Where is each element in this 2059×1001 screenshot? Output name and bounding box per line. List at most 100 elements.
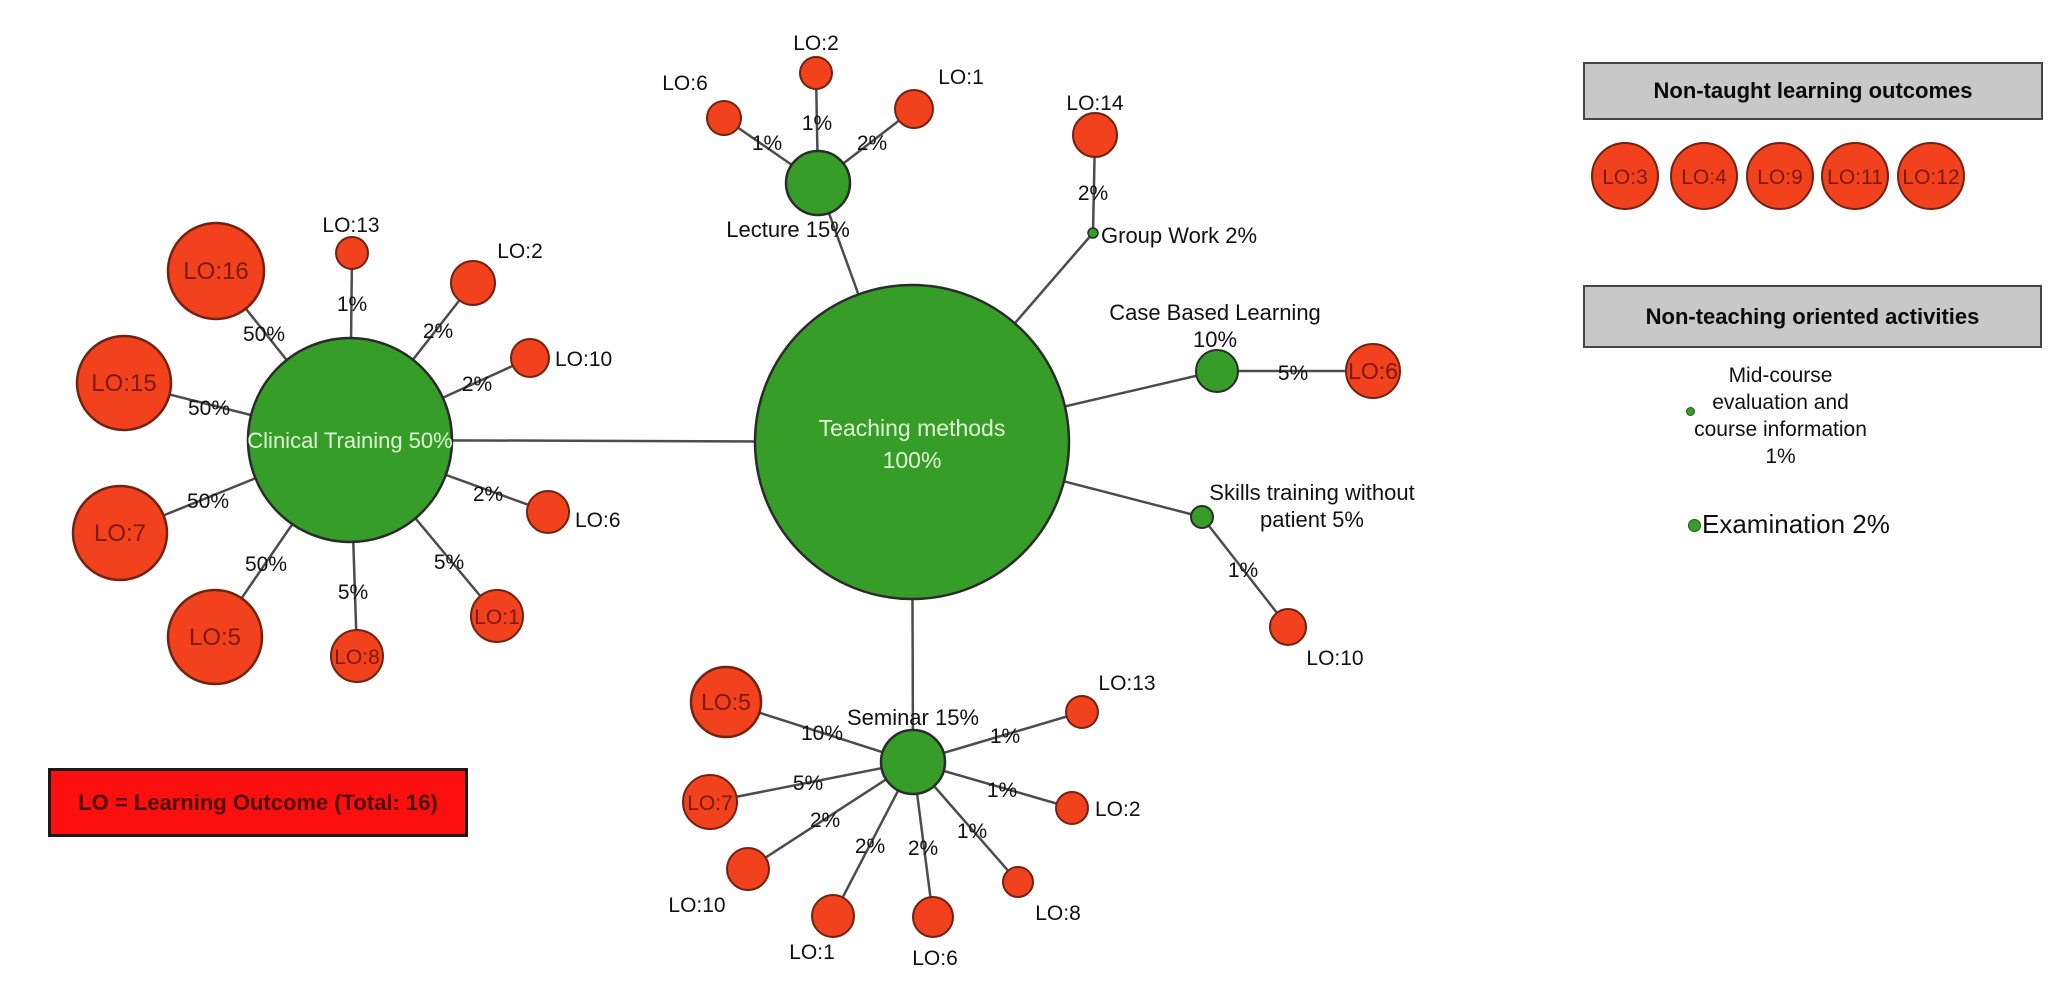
midcourse-line-4: 1% [1765,445,1796,468]
node-clinical-lo16 [166,221,266,321]
edge-label: 1% [990,725,1020,748]
legend-node-text: LO:4 [1681,166,1727,189]
node-seminar-lo6 [912,896,954,938]
legend-node-lo4 [1670,142,1738,210]
edge-label: 5% [434,551,464,574]
edge-label: 50% [188,397,230,420]
edge-label: 2% [908,837,938,860]
legend-node-text: LO:12 [1902,166,1959,189]
label-seminar-lo6: LO:6 [912,947,958,970]
node-seminar-lo1 [811,894,855,938]
midcourse-evaluation-label: Mid-course evaluation and course informa… [1658,362,1903,470]
node-skills-training [1190,505,1214,529]
node-clinical-lo10 [510,338,550,378]
edge-label: 5% [338,581,368,604]
midcourse-line-2: evaluation and [1712,391,1849,414]
edge-label: 2% [423,320,453,343]
node-text-clinical-lo15: LO:15 [91,370,156,397]
legend-non-teaching-box: Non-teaching oriented activities [1583,285,2042,348]
label-skills-line2: patient 5% [1260,507,1364,532]
label-clinical-lo13: LO:13 [322,214,379,237]
node-seminar-lo10 [726,847,770,891]
node-text-clinical-training: Clinical Training 50% [247,428,452,453]
node-clinical-training [246,336,454,544]
label-seminar: Seminar 15% [847,705,979,730]
label-clinical-lo2: LO:2 [497,240,543,263]
edge-label: 2% [855,835,885,858]
examination-label: Examination 2% [1702,509,1890,539]
edge-label: 5% [793,772,823,795]
label-clinical-lo10: LO:10 [555,348,612,371]
edge-label: 2% [857,132,887,155]
node-clinical-lo2 [450,260,496,306]
label-seminar-lo1: LO:1 [789,941,835,964]
edge-label: 5% [1278,362,1308,385]
edge-label: 1% [1228,559,1258,582]
label-cbl-line2: 10% [1193,327,1237,352]
edge-line [1201,516,1289,628]
legend-node-text: LO:11 [1827,166,1883,189]
label-seminar-lo2: LO:2 [1095,798,1141,821]
edge-label: 1% [337,293,367,316]
edge-label: 2% [810,809,840,832]
edge-label: 2% [473,483,503,506]
node-text-seminar-lo7: LO:7 [687,792,733,815]
node-text-clinical-lo16: LO:16 [183,258,248,285]
legend-non-taught-title: Non-taught learning outcomes [1653,78,1973,103]
node-group-work [1087,227,1099,239]
legend-node-text: LO:9 [1757,166,1803,189]
label-lo14: LO:14 [1066,92,1124,115]
edge-label: 1% [987,779,1017,802]
edge-line [709,760,914,804]
label-lecture-lo2: LO:2 [793,32,839,55]
legend-non-taught-box: Non-taught learning outcomes [1583,62,2043,120]
label-cbl-line1: Case Based Learning [1109,300,1321,325]
midcourse-line-3: course information [1694,418,1867,441]
edge-label: 2% [1078,182,1108,205]
lo-note-box: LO = Learning Outcome (Total: 16) [48,768,468,837]
legend-node-lo11 [1821,142,1889,210]
edge-label: 10% [801,722,843,745]
node-seminar-lo5 [689,665,763,739]
node-clinical-lo1 [470,589,524,643]
node-lecture-lo6 [706,100,742,136]
edge-label: 1% [802,112,832,135]
label-seminar-lo10: LO:10 [668,894,725,917]
label-skills-lo10: LO:10 [1306,647,1363,670]
node-seminar-lo13 [1065,695,1099,729]
legend-node-lo9 [1746,142,1814,210]
edge-label: 50% [245,553,287,576]
edge-label: 1% [957,820,987,843]
node-text-teaching-methods: Teaching methods [819,415,1006,441]
node-cbl-lo6 [1345,343,1401,399]
node-text-clinical-lo5: LO:5 [189,624,241,651]
node-case-based-learning [1195,349,1239,393]
node-text-teaching-methods: 100% [883,447,942,473]
legend-node-lo12 [1897,142,1965,210]
node-seminar-lo8 [1002,866,1034,898]
label-group-work: Group Work 2% [1101,223,1257,248]
legend-node-lo3 [1591,142,1659,210]
edge-label: 50% [243,323,285,346]
node-text-seminar-lo5: LO:5 [701,689,751,715]
examination-dot-icon [1688,519,1701,532]
label-lecture-lo1: LO:1 [938,66,984,89]
node-seminar-lo7 [682,774,738,830]
node-seminar-lo2 [1055,791,1089,825]
label-lecture-lo6: LO:6 [662,72,708,95]
midcourse-line-1: Mid-course [1728,364,1833,387]
node-clinical-lo8 [330,629,384,683]
node-seminar [879,728,947,796]
node-lecture [784,149,852,217]
edge-label: 50% [187,490,229,513]
node-text-clinical-lo8: LO:8 [334,646,380,669]
edge-label: 2% [462,373,492,396]
edge-label: 1% [752,132,782,155]
legend-non-teaching-title: Non-teaching oriented activities [1645,303,1980,329]
node-teaching-methods [753,283,1071,601]
node-clinical-lo7 [71,484,169,582]
node-clinical-lo5 [166,588,264,686]
node-skills-lo10 [1269,608,1307,646]
